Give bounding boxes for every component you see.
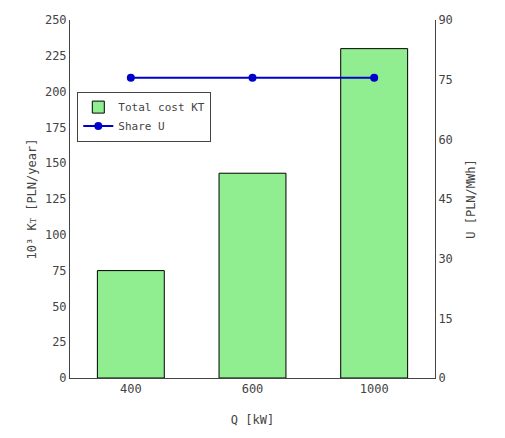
svg-text:10³ Kᴛ [PLN/year]: 10³ Kᴛ [PLN/year]	[25, 139, 39, 260]
svg-text:90: 90	[438, 13, 452, 27]
svg-text:1000: 1000	[360, 382, 389, 396]
svg-text:45: 45	[438, 192, 452, 206]
svg-text:0: 0	[59, 371, 66, 385]
svg-text:200: 200	[45, 85, 67, 99]
svg-text:Total cost KT: Total cost KT	[118, 101, 204, 114]
svg-text:150: 150	[45, 156, 67, 170]
svg-text:75: 75	[52, 264, 66, 278]
svg-text:25: 25	[52, 335, 66, 349]
svg-text:600: 600	[242, 382, 264, 396]
svg-text:75: 75	[438, 73, 452, 87]
svg-text:225: 225	[45, 49, 67, 63]
svg-text:175: 175	[45, 121, 67, 135]
svg-text:100: 100	[45, 228, 67, 242]
svg-text:Q [kW]: Q [kW]	[231, 413, 274, 427]
svg-text:400: 400	[120, 382, 142, 396]
svg-text:30: 30	[438, 252, 452, 266]
svg-text:50: 50	[52, 300, 66, 314]
svg-text:15: 15	[438, 312, 452, 326]
svg-text:U [PLN/MWh]: U [PLN/MWh]	[464, 159, 478, 238]
svg-text:125: 125	[45, 192, 67, 206]
svg-text:0: 0	[438, 371, 445, 385]
svg-text:250: 250	[45, 13, 67, 27]
svg-text:60: 60	[438, 133, 452, 147]
svg-text:Share U: Share U	[118, 120, 164, 133]
